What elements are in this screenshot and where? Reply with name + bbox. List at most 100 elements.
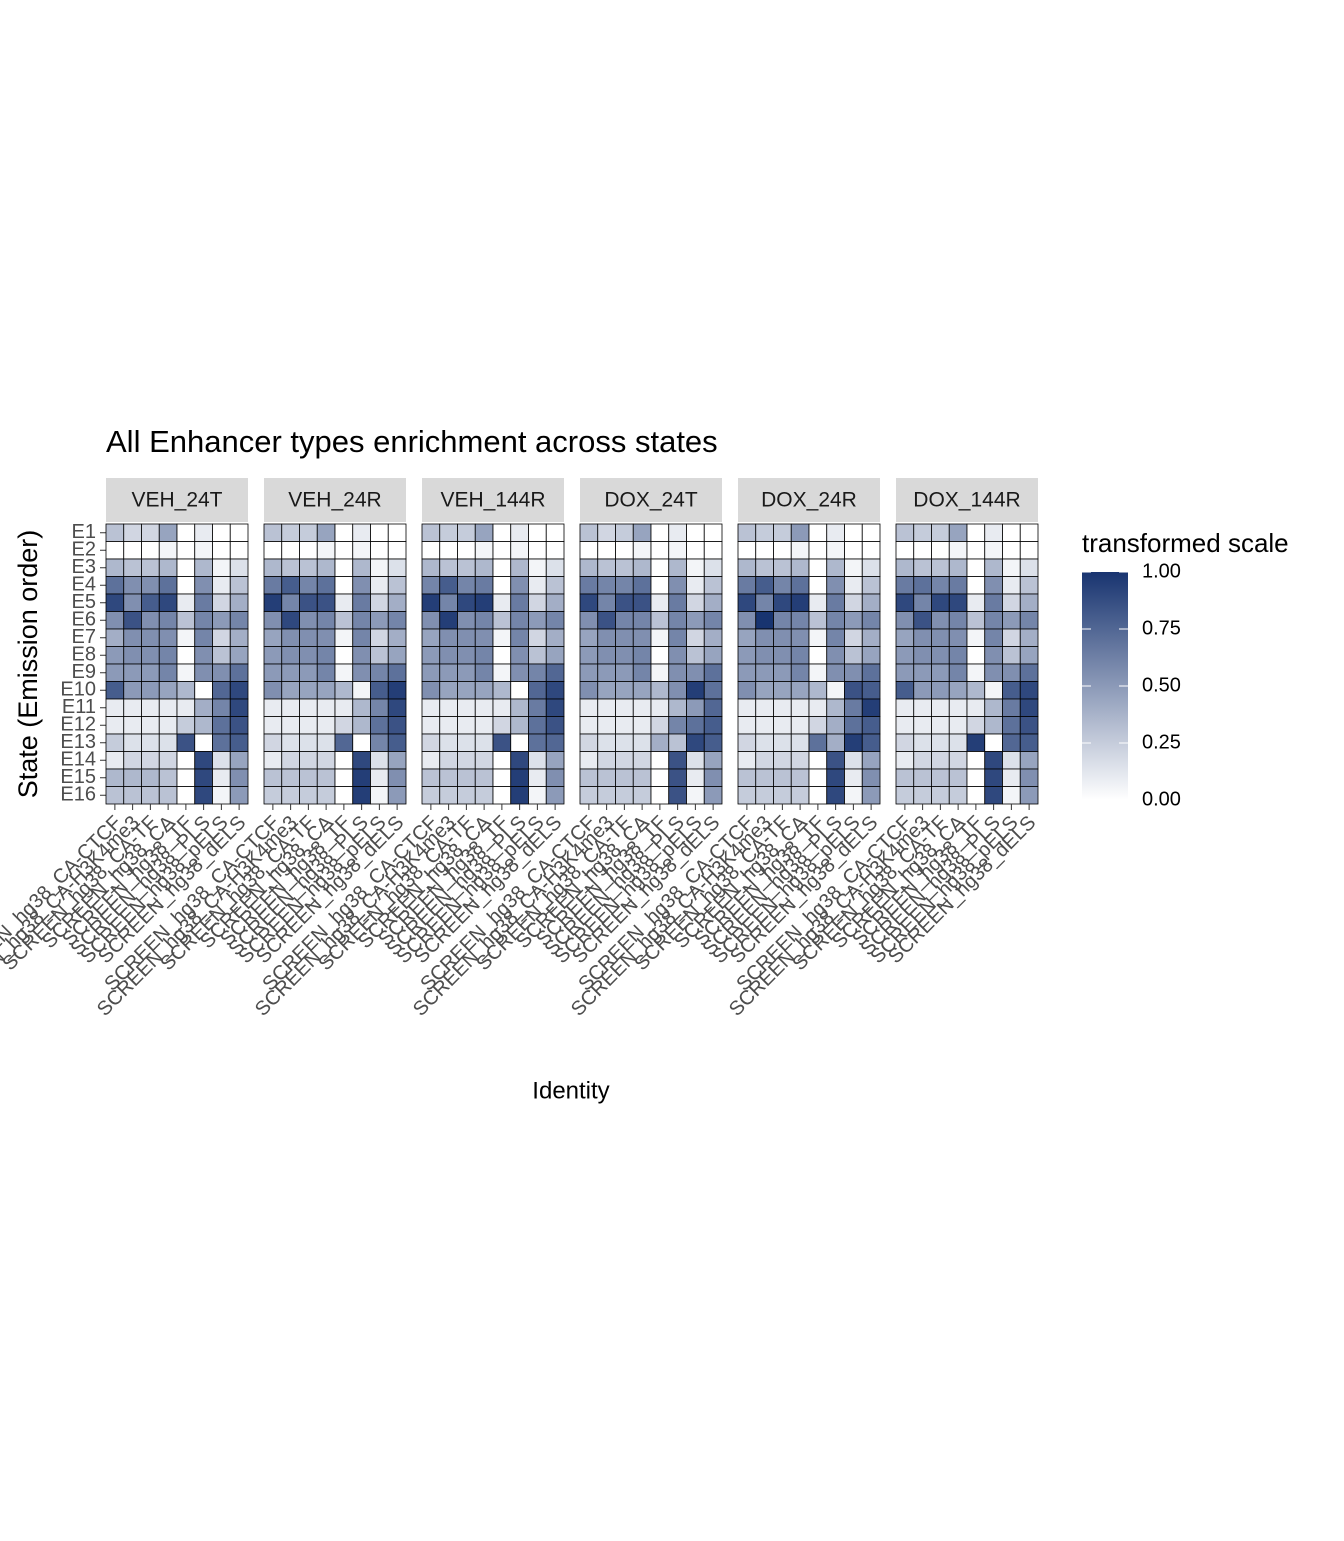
heatmap-cell: [123, 733, 142, 752]
heatmap-cell: [1002, 681, 1021, 700]
heatmap-cell: [316, 646, 336, 665]
heatmap-cell: [334, 698, 354, 717]
heatmap-cell: [808, 681, 828, 700]
heatmap-cell: [474, 593, 494, 612]
heatmap-cell: [984, 523, 1003, 542]
heatmap-cell: [370, 786, 389, 805]
heatmap-cell: [913, 768, 932, 787]
facet-strip: [580, 478, 722, 522]
heatmap-cell: [421, 698, 441, 717]
heatmap-cell: [281, 716, 300, 735]
heatmap-cell: [141, 663, 160, 682]
heatmap-cell: [141, 611, 160, 630]
heatmap-cell: [861, 786, 881, 805]
heatmap-cell: [703, 628, 723, 647]
heatmap-cell: [913, 576, 932, 595]
heatmap-cell: [826, 576, 845, 595]
heatmap-cell: [826, 611, 845, 630]
heatmap-cell: [421, 716, 441, 735]
heatmap-cell: [844, 593, 863, 612]
heatmap-cell: [123, 786, 142, 805]
heatmap-cell: [141, 733, 160, 752]
heatmap-cell: [931, 681, 950, 700]
heatmap-cell: [737, 733, 757, 752]
heatmap-cell: [281, 768, 300, 787]
y-tick-label: E11: [62, 696, 96, 718]
heatmap-cell: [263, 593, 283, 612]
heatmap-cell: [158, 558, 178, 577]
heatmap-cell: [105, 628, 125, 647]
heatmap-cell: [650, 663, 670, 682]
heatmap-cell: [931, 541, 950, 560]
heatmap-cell: [913, 541, 932, 560]
heatmap-cell: [387, 751, 407, 770]
heatmap-cell: [281, 611, 300, 630]
heatmap-cell: [421, 628, 441, 647]
heatmap-cell: [212, 646, 231, 665]
heatmap-cell: [826, 786, 845, 805]
heatmap-cell: [579, 523, 599, 542]
heatmap-cell: [895, 541, 915, 560]
heatmap-cell: [212, 593, 231, 612]
heatmap-cell: [212, 786, 231, 805]
heatmap-cell: [439, 786, 458, 805]
heatmap-cell: [528, 558, 547, 577]
heatmap-cell: [492, 646, 512, 665]
heatmap-cell: [808, 523, 828, 542]
heatmap-cell: [686, 751, 705, 770]
heatmap-cell: [913, 628, 932, 647]
heatmap-cell: [299, 786, 318, 805]
heatmap-cell: [528, 698, 547, 717]
heatmap-cell: [931, 786, 950, 805]
heatmap-cell: [316, 558, 336, 577]
heatmap-cell: [913, 558, 932, 577]
heatmap-cell: [457, 733, 476, 752]
heatmap-cell: [387, 523, 407, 542]
chart-title: All Enhancer types enrichment across sta…: [106, 424, 718, 459]
heatmap-cell: [492, 576, 512, 595]
heatmap-cell: [158, 786, 178, 805]
heatmap-cell: [650, 628, 670, 647]
heatmap-cell: [650, 541, 670, 560]
y-tick-label: E10: [60, 679, 96, 701]
heatmap-cell: [421, 558, 441, 577]
heatmap-cell: [105, 611, 125, 630]
heatmap-cell: [194, 733, 213, 752]
heatmap-cell: [826, 523, 845, 542]
heatmap-cell: [755, 611, 774, 630]
heatmap-cell: [105, 663, 125, 682]
heatmap-cell: [281, 663, 300, 682]
heatmap-cell: [615, 751, 634, 770]
heatmap-cell: [229, 558, 249, 577]
heatmap-cell: [105, 541, 125, 560]
heatmap-cell: [579, 593, 599, 612]
heatmap-cell: [316, 663, 336, 682]
heatmap-cell: [1019, 611, 1039, 630]
heatmap-cell: [158, 698, 178, 717]
heatmap-cell: [632, 698, 652, 717]
heatmap-cell: [966, 558, 986, 577]
heatmap-cell: [229, 751, 249, 770]
heatmap-cell: [737, 646, 757, 665]
heatmap-cell: [421, 646, 441, 665]
heatmap-cell: [545, 628, 565, 647]
heatmap-cell: [370, 593, 389, 612]
heatmap-cell: [984, 593, 1003, 612]
heatmap-cell: [439, 733, 458, 752]
heatmap-cell: [194, 628, 213, 647]
heatmap-cell: [913, 611, 932, 630]
heatmap-cell: [176, 716, 196, 735]
heatmap-cell: [984, 558, 1003, 577]
heatmap-cell: [176, 523, 196, 542]
heatmap-cell: [984, 681, 1003, 700]
heatmap-cell: [615, 768, 634, 787]
heatmap-cell: [316, 576, 336, 595]
heatmap-cell: [966, 611, 986, 630]
facet-strip: [106, 478, 248, 522]
heatmap-cell: [755, 716, 774, 735]
heatmap-cell: [913, 751, 932, 770]
heatmap-cell: [686, 681, 705, 700]
heatmap-cell: [737, 611, 757, 630]
heatmap-cell: [1019, 681, 1039, 700]
heatmap-cell: [913, 716, 932, 735]
